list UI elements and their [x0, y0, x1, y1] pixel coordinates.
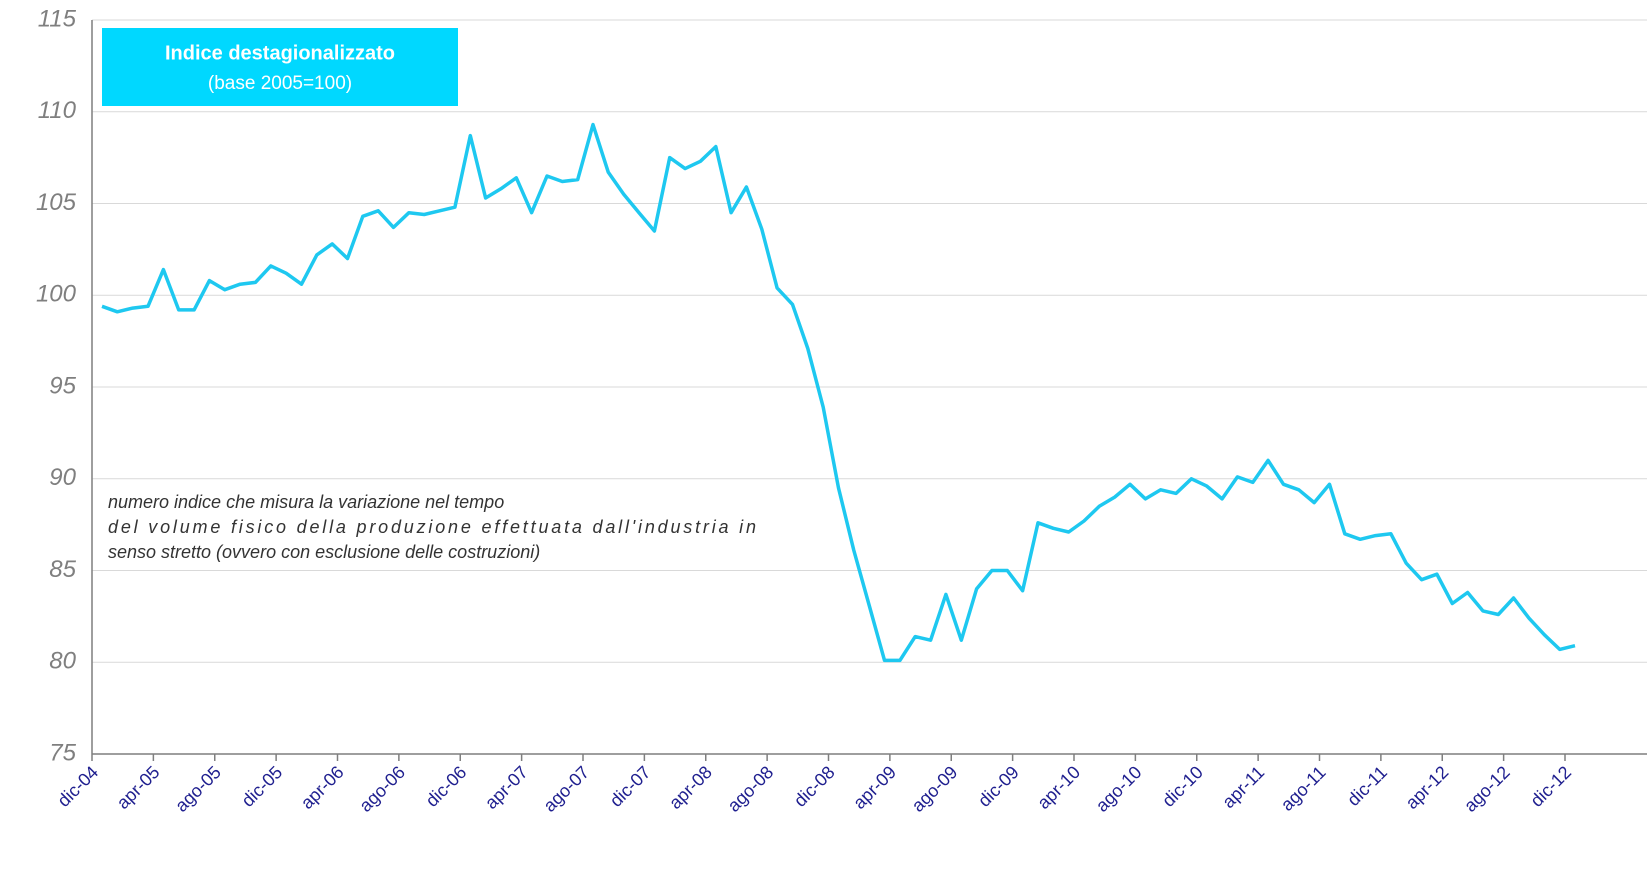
y-tick-label: 90 [49, 464, 76, 491]
x-tick-label: ago-12 [1460, 762, 1514, 816]
x-tick-label: dic-08 [790, 762, 839, 811]
x-tick-label: ago-09 [908, 762, 962, 816]
x-tick-label: ago-05 [171, 762, 225, 816]
x-tick-label: ago-06 [355, 762, 409, 816]
annotation: senso stretto (ovvero con esclusione del… [108, 542, 540, 562]
y-tick-label: 95 [49, 372, 76, 399]
chart-title: Indice destagionalizzato [165, 42, 395, 64]
x-tick-label: ago-08 [724, 762, 778, 816]
legend-box [102, 28, 458, 106]
y-tick-label: 80 [49, 648, 76, 675]
x-tick-label: apr-08 [665, 762, 716, 813]
x-tick-label: dic-06 [422, 762, 471, 811]
chart-subtitle: (base 2005=100) [208, 73, 352, 94]
x-tick-label: dic-07 [606, 762, 655, 811]
y-tick-label: 105 [36, 189, 77, 216]
x-tick-label: dic-12 [1526, 762, 1575, 811]
x-tick-label: apr-09 [849, 762, 900, 813]
y-tick-label: 110 [38, 97, 77, 124]
x-tick-label: apr-10 [1033, 762, 1084, 813]
x-tick-label: apr-07 [481, 762, 532, 813]
x-tick-label: apr-12 [1402, 762, 1453, 813]
y-tick-label: 100 [36, 281, 77, 308]
y-tick-label: 85 [49, 556, 76, 583]
x-tick-label: ago-07 [539, 762, 593, 816]
y-tick-label: 115 [38, 5, 77, 32]
data-line [101, 122, 1576, 663]
x-tick-label: ago-10 [1092, 762, 1146, 816]
annotation: del volume fisico della produzione effet… [108, 517, 756, 537]
x-tick-label: dic-05 [237, 762, 286, 811]
x-tick-label: dic-09 [974, 762, 1023, 811]
x-tick-label: dic-10 [1158, 762, 1207, 811]
x-tick-label: apr-11 [1218, 762, 1268, 812]
annotation: numero indice che misura la variazione n… [108, 492, 504, 512]
x-tick-label: dic-11 [1343, 762, 1391, 810]
x-tick-label: apr-05 [113, 762, 164, 813]
x-tick-label: ago-11 [1277, 762, 1330, 815]
y-tick-label: 75 [49, 739, 76, 766]
x-tick-label: apr-06 [297, 762, 348, 813]
x-tick-label: dic-04 [53, 762, 102, 811]
